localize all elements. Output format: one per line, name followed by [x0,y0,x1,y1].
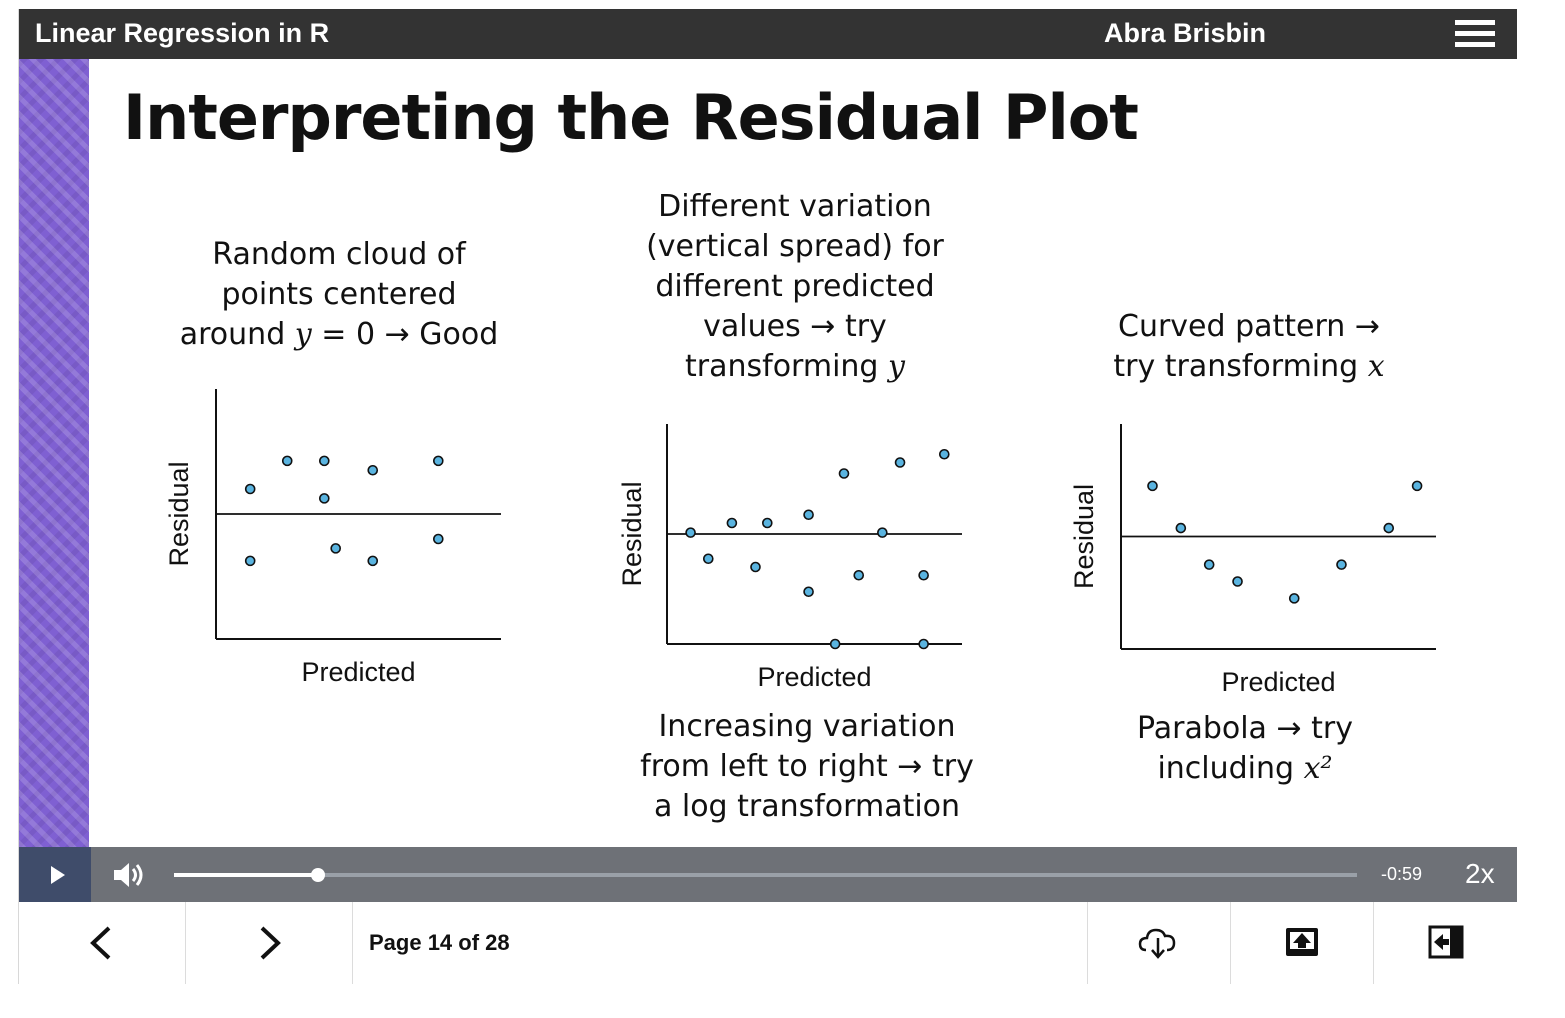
navigation-bar: Page 14 of 28 [19,902,1517,984]
panel-2-caption: Different variation (vertical spread) fo… [595,187,995,387]
volume-button[interactable] [111,859,147,891]
caption-line: a log transformation [653,789,961,824]
exit-icon [1428,925,1464,959]
upload-button[interactable] [1231,902,1374,984]
decorative-stripe [19,59,89,847]
data-point [1147,480,1158,492]
chevron-right-icon [260,926,281,960]
panel-2-bottom-caption: Increasing variation from left to right … [607,707,1007,827]
data-point [803,586,814,598]
data-point [1336,559,1347,570]
data-point [918,638,929,650]
caption-line: Random cloud of [212,237,466,272]
residual-plot-fanning: Predicted Residual [617,424,962,692]
y-axis-label: Residual [1069,484,1099,589]
play-button[interactable] [19,847,91,902]
data-point [938,448,950,460]
exit-button[interactable] [1374,902,1517,984]
data-point [1232,576,1243,587]
caption-line: different predicted [655,269,935,304]
caption-line: transforming y [685,349,905,384]
course-title: Linear Regression in R [35,18,330,48]
data-point [319,455,330,467]
data-point [1175,522,1187,534]
y-axis-label: Residual [617,481,647,586]
caption-line: values → try [703,309,887,344]
slide-title: Interpreting the Residual Plot [123,81,1139,154]
volume-icon [114,863,143,887]
next-page-button[interactable] [186,902,353,984]
data-point [244,483,256,495]
data-point [1288,593,1300,604]
data-point [432,533,444,545]
video-player: Linear Regression in R Abra Brisbin Inte… [18,9,1517,984]
caption-line: from left to right → try [640,749,974,784]
data-point [319,493,330,504]
caption-line: Increasing variation [658,709,956,744]
caption-line: points centered [221,277,457,312]
x-axis-label: Predicted [301,657,415,687]
residual-plot-random: Predicted Residual [164,389,501,687]
data-point [829,638,841,650]
data-point [762,517,773,529]
caption-line: try transforming x [1113,349,1385,384]
caption-line: Curved pattern → [1118,309,1380,344]
caption-line: including x² [1157,751,1333,786]
playback-speed-button[interactable]: 2x [1465,858,1495,889]
download-button[interactable] [1087,902,1231,984]
progress-handle[interactable] [311,868,326,882]
data-point [1203,559,1215,570]
data-point [1383,522,1395,534]
data-point [838,468,850,479]
data-point [367,464,379,476]
x-axis-label: Predicted [757,662,871,692]
panel-3-bottom-caption: Parabola → try including x² [1045,709,1445,789]
panel-1-caption: Random cloud of points centered around y… [139,235,539,355]
author-name: Abra Brisbin [1104,18,1267,48]
play-icon [51,866,65,884]
upload-icon [1286,928,1318,956]
data-point [853,569,865,581]
chevron-left-icon [90,926,111,960]
y-axis-label: Residual [164,461,194,566]
top-bar: Linear Regression in R Abra Brisbin [19,9,1517,59]
playback-controls: -0:59 2x [19,847,1517,902]
data-point [703,553,714,565]
data-point [803,509,814,521]
caption-line: (vertical spread) for [646,229,944,264]
data-point [1411,480,1423,492]
progress-fill [174,873,319,877]
progress-bar[interactable] [174,868,1357,882]
data-point [432,455,444,467]
data-point [918,569,929,581]
data-point [367,555,379,567]
data-point [281,455,293,467]
caption-line: Parabola → try [1136,711,1354,746]
data-point [877,527,888,538]
caption-line: Different variation [658,189,932,224]
data-point [894,457,906,468]
cloud-download-icon [1138,928,1176,959]
data-point [244,555,256,567]
residual-plot-curved: Predicted Residual [1069,424,1436,697]
data-point [750,561,761,573]
hamburger-menu-icon[interactable] [1451,16,1497,52]
data-point [685,527,696,538]
previous-page-button[interactable] [19,902,186,984]
slide: Interpreting the Residual Plot Random cl… [19,59,1517,847]
caption-line: around y = 0 → Good [179,317,499,352]
data-point [330,543,341,554]
x-axis-label: Predicted [1221,667,1335,697]
panel-3-caption: Curved pattern → try transforming x [1049,307,1449,387]
time-remaining: -0:59 [1381,864,1423,884]
data-point [726,517,738,529]
page-indicator: Page 14 of 28 [369,930,510,955]
